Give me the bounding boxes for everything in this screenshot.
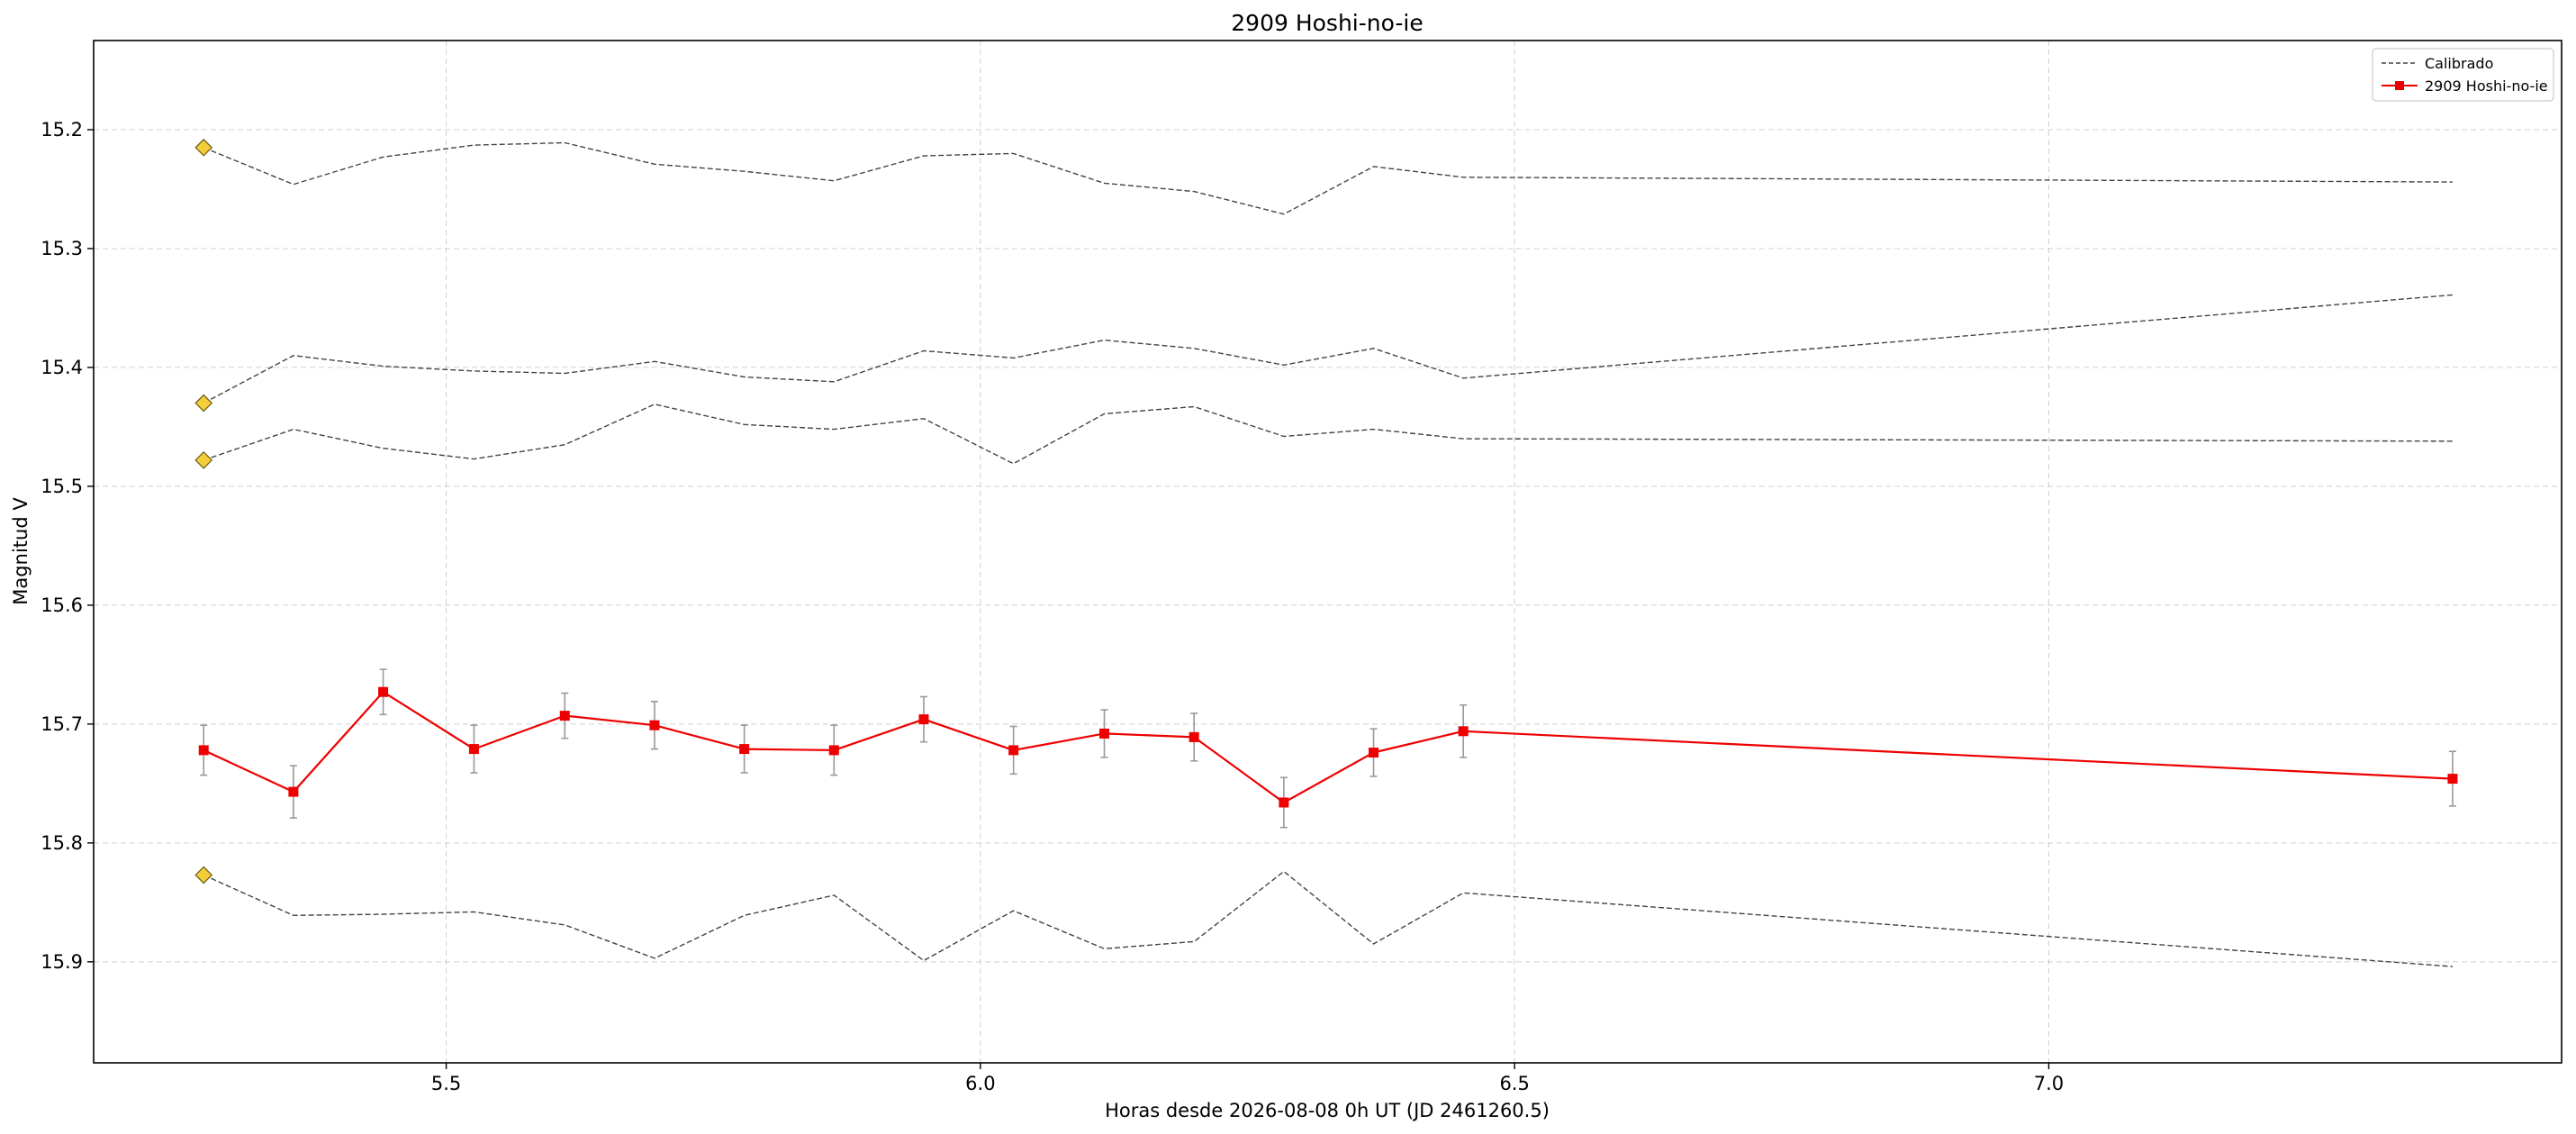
target-point [378,686,389,697]
target-point [2447,774,2458,785]
target-point [828,745,839,756]
y-tick-label: 15.5 [41,476,83,497]
calibrado-0-line [203,141,2454,215]
target-point [649,720,660,730]
ticks: 5.5 6.0 6.5 7.0 15.2 15.3 15.4 15.5 15.6 15.7 15.8… [41,119,2064,1094]
target-point [198,745,209,756]
chart-title: 2909 Hoshi-no-ie [1231,10,1423,36]
target-point [1369,748,1379,758]
series-layer [194,138,2458,967]
x-axis-label: Horas desde 2026-08-08 0h UT (JD 2461260… [1105,1100,1550,1121]
legend-box [2372,48,2554,102]
target-point [559,711,570,721]
target-point [1099,728,1110,739]
y-tick-label: 15.9 [41,951,83,973]
legend-calibrado-label: Calibrado [2425,55,2493,72]
grid [94,41,2562,1063]
y-tick-label: 15.4 [41,357,83,378]
target-point [1008,745,1019,756]
calibrado-1-start-marker [194,394,213,413]
target-point [918,714,929,725]
plot-frame [93,40,2562,1064]
target-point [288,786,299,797]
target-point [739,744,750,755]
target-point [468,744,479,755]
y-tick-label: 15.3 [41,238,83,259]
y-tick-label: 15.8 [41,832,83,854]
y-tick-label: 15.7 [41,713,83,735]
x-tick-label: 6.0 [965,1073,995,1094]
legend: Calibrado 2909 Hoshi-no-ie [2372,48,2554,102]
target-point [1189,731,1199,742]
calibrado-1-line [203,294,2454,404]
target-point [1279,797,1289,808]
calibrado-3-start-marker [194,866,213,885]
y-tick-label: 15.2 [41,119,83,141]
calibrado-2-start-marker [194,451,213,469]
calibrado-3-line [203,870,2454,967]
x-tick-label: 5.5 [431,1073,461,1094]
legend-target-label: 2909 Hoshi-no-ie [2425,77,2548,95]
y-axis-label: Magnitud V [10,497,32,605]
target-line [203,691,2454,804]
target-point [1458,726,1469,737]
x-tick-label: 6.5 [1499,1073,1529,1094]
x-tick-label: 7.0 [2034,1073,2064,1094]
legend-target-marker [2395,81,2404,90]
y-tick-label: 15.6 [41,594,83,616]
calibrado-0-start-marker [194,138,213,157]
